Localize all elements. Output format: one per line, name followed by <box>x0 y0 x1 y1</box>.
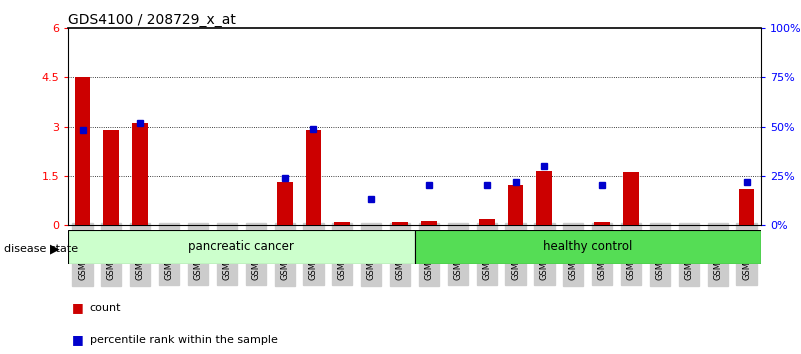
Bar <box>392 223 408 225</box>
Text: count: count <box>90 303 121 313</box>
Bar <box>537 171 553 225</box>
Text: ▶: ▶ <box>50 242 60 255</box>
Bar <box>103 130 119 225</box>
Text: GDS4100 / 208729_x_at: GDS4100 / 208729_x_at <box>68 13 236 27</box>
Text: disease state: disease state <box>4 244 78 253</box>
Bar <box>623 172 639 225</box>
Bar <box>305 130 321 225</box>
Bar <box>739 189 755 225</box>
Bar <box>421 221 437 225</box>
Text: healthy control: healthy control <box>543 240 633 253</box>
Bar <box>508 185 524 225</box>
Bar <box>276 182 292 225</box>
Bar <box>479 219 495 225</box>
Bar <box>68 230 415 264</box>
Bar <box>415 230 761 264</box>
Text: ■: ■ <box>72 333 84 346</box>
Bar <box>594 222 610 225</box>
Text: ■: ■ <box>72 302 84 314</box>
Text: pancreatic cancer: pancreatic cancer <box>188 240 294 253</box>
Bar <box>334 223 350 225</box>
Bar <box>74 78 91 225</box>
Text: percentile rank within the sample: percentile rank within the sample <box>90 335 278 345</box>
Bar <box>132 123 148 225</box>
